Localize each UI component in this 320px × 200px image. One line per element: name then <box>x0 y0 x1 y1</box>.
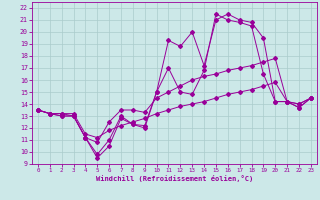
X-axis label: Windchill (Refroidissement éolien,°C): Windchill (Refroidissement éolien,°C) <box>96 175 253 182</box>
